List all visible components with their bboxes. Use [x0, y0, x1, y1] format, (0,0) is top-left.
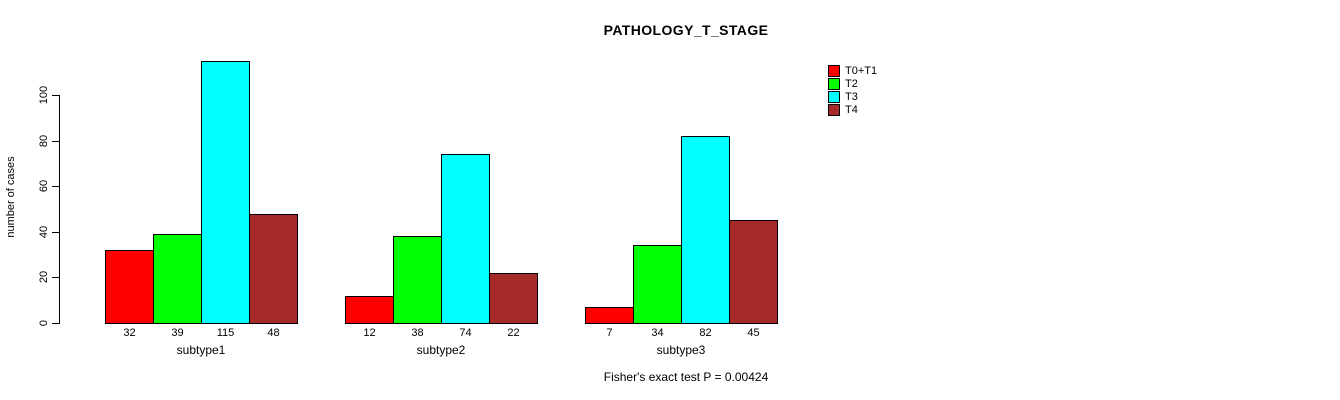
- legend-label: T2: [845, 77, 858, 90]
- legend-item: T2: [828, 77, 877, 90]
- category-label: subtype1: [176, 343, 226, 357]
- chart-title: PATHOLOGY_T_STAGE: [603, 22, 769, 38]
- bar-value-label: 39: [171, 327, 184, 339]
- bar: [729, 220, 778, 324]
- y-axis-tick-label: 100: [38, 85, 50, 105]
- plot-area: 0 20 40 60 80 100 32 39 115 48 subtype1 12 38 74 22 sub…: [38, 61, 778, 357]
- bar: [441, 154, 490, 324]
- legend-item: T4: [828, 103, 877, 116]
- bar-value-label: 38: [411, 327, 424, 339]
- bar-value-label: 12: [363, 327, 376, 339]
- legend-label: T0+T1: [845, 64, 878, 77]
- y-axis-tick: [52, 186, 59, 187]
- bar: [201, 61, 250, 324]
- y-axis-tick: [52, 277, 59, 278]
- bar-value-label: 7: [606, 327, 613, 339]
- bar: [249, 214, 298, 324]
- y-axis-tick: [52, 95, 59, 96]
- bar: [393, 236, 442, 324]
- bar: [681, 136, 730, 324]
- bar-value-label: 82: [699, 327, 712, 339]
- legend-swatch: [828, 64, 840, 77]
- bar-value-label: 74: [459, 327, 472, 339]
- bar: [633, 245, 682, 324]
- bar-value-label: 45: [747, 327, 760, 339]
- category-label: subtype2: [416, 343, 466, 357]
- legend-swatch: [828, 103, 840, 116]
- legend-swatch: [828, 77, 840, 90]
- category-label: subtype3: [656, 343, 706, 357]
- fisher-test-annotation: Fisher's exact test P = 0.00424: [603, 370, 769, 384]
- bar: [105, 250, 154, 324]
- bar-value-label: 32: [123, 327, 136, 339]
- legend: T0+T1 T2 T3 T4: [828, 64, 877, 116]
- legend-label: T3: [845, 90, 858, 103]
- bar-value-label: 115: [216, 327, 235, 339]
- legend-item: T3: [828, 90, 877, 103]
- legend-label: T4: [845, 103, 858, 116]
- bar-value-label: 34: [651, 327, 664, 339]
- bar: [489, 273, 538, 324]
- y-axis-tick: [52, 141, 59, 142]
- legend-item: T0+T1: [828, 64, 877, 77]
- bar: [585, 307, 634, 324]
- y-axis-tick: [52, 232, 59, 233]
- bar-value-label: 22: [507, 327, 520, 339]
- bar-value-label: 48: [267, 327, 280, 339]
- y-axis-line: [59, 95, 60, 324]
- bar: [345, 296, 394, 324]
- bar: [153, 234, 202, 324]
- y-axis-tick: [52, 323, 59, 324]
- legend-swatch: [828, 90, 840, 103]
